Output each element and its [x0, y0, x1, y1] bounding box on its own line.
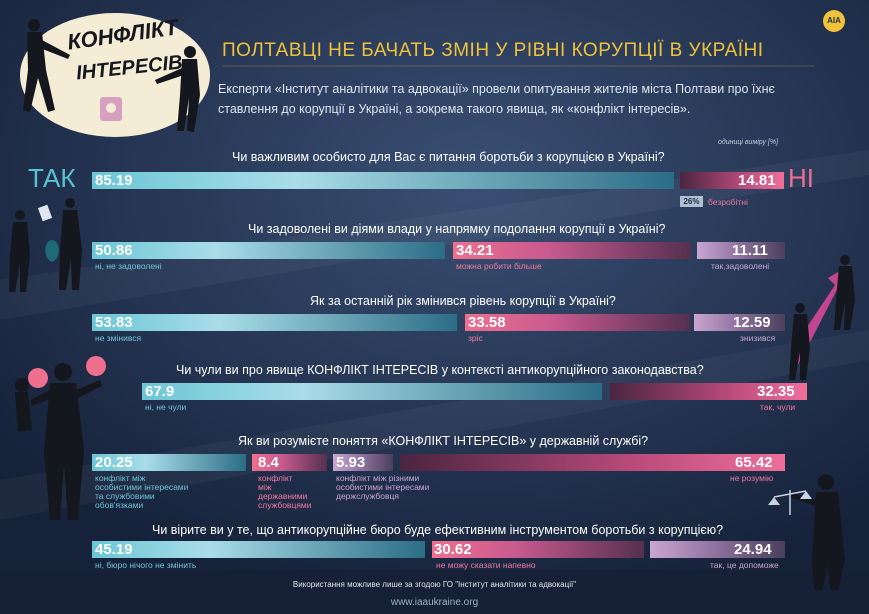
growth-arrow-icon — [789, 255, 855, 380]
question-6: Чи вірите ви у те, що антикорупційне бюр… — [152, 523, 724, 537]
question-2: Чи задоволені ви діями влади у напрямку … — [248, 222, 666, 236]
q6-label-2: не можу сказати напевно — [436, 560, 536, 570]
question-3: Як за останній рік змінився рівень коруп… — [310, 294, 616, 308]
q5-label-2-line: конфлікт — [258, 473, 293, 483]
q5-value-4: 65.42 — [735, 454, 773, 471]
q6-value-2: 30.62 — [434, 541, 472, 558]
q5-label-2-line: державними — [258, 491, 308, 501]
q3-value-2: 33.58 — [468, 314, 506, 331]
q6-bar-2 — [432, 541, 644, 558]
q2-bar-2 — [453, 242, 691, 259]
q5-value-1: 20.25 — [95, 454, 133, 471]
q6-label-3: так, це допоможе — [710, 560, 779, 570]
q5-label-3-line: особистими інтересами — [336, 482, 430, 492]
q5-label-1-line: конфлікт між — [95, 473, 146, 483]
q3-bar-2 — [465, 314, 690, 331]
q5-label-3-line: конфлікт між різними — [336, 473, 420, 483]
q1-no-bar — [680, 172, 784, 189]
coat-of-arms-icon — [100, 97, 122, 121]
q3-bar-1 — [92, 314, 457, 331]
q5-label-1-line: та службовими — [95, 491, 155, 501]
q2-label-3: так,задоволені — [711, 261, 770, 271]
footer-url[interactable]: www.iaaukraine.org — [390, 597, 479, 608]
q6-bar-3 — [650, 541, 785, 558]
units-note: одиниці виміру [%] — [718, 139, 779, 146]
q3-bar-3 — [694, 314, 785, 331]
q5-bar-2 — [252, 454, 327, 471]
q6-bar-1 — [92, 541, 425, 558]
q5-value-3: 5.93 — [336, 454, 366, 471]
q4-value-1: 67.9 — [145, 383, 175, 400]
q5-bar-4 — [400, 454, 785, 471]
intro-text: Експерти «Інститут аналітики та адвокаці… — [218, 82, 775, 116]
q5-label-2-line: службовцями — [258, 500, 312, 510]
q5-label-1: конфлікт між особистими інтересами та сл… — [95, 474, 188, 510]
q2-label-2: можна робити більше — [456, 261, 542, 271]
q2-bar-3 — [697, 242, 785, 259]
yes-label: ТАК — [28, 163, 76, 193]
q2-value-1: 50.86 — [95, 242, 133, 259]
bribe-figures-icon — [9, 198, 82, 292]
q1-sub-label: безробітні — [708, 197, 748, 207]
q1-yes-value: 85.19 — [95, 172, 133, 189]
q4-bar-2 — [610, 383, 807, 400]
q5-label-2-line: між — [258, 482, 272, 492]
q3-value-1: 53.83 — [95, 314, 133, 331]
q5-bar-1 — [92, 454, 246, 471]
q6-value-1: 45.19 — [95, 541, 133, 558]
q3-label-2: зріс — [468, 333, 483, 343]
q4-bar-1 — [142, 383, 602, 400]
q5-value-2: 8.4 — [258, 454, 279, 471]
q3-value-3: 12.59 — [733, 314, 771, 331]
q5-label-3: конфлікт між різними особистими інтереса… — [336, 474, 429, 501]
q5-bar-3 — [333, 454, 393, 471]
q1-sub-percent: 26% — [680, 196, 703, 207]
q2-value-2: 34.21 — [456, 242, 494, 259]
page-title: ПОЛТАВЦІ НЕ БАЧАТЬ ЗМІН У РІВНІ КОРУПЦІЇ… — [222, 40, 764, 61]
question-4: Чи чули ви про явище КОНФЛІКТ ІНТЕРЕСІВ … — [176, 363, 704, 377]
q3-label-3: знизився — [740, 333, 776, 343]
q5-label-3-line: держслужбовця — [336, 491, 400, 501]
question-1: Чи важливим особисто для Вас є питання б… — [232, 150, 665, 164]
no-label: НІ — [788, 163, 814, 193]
q1-yes-bar — [92, 172, 674, 189]
q2-value-3: 11.11 — [732, 242, 768, 259]
q5-label-2: конфлікт між державними службовцями — [258, 474, 312, 510]
q5-label-1-line: особистими інтересами — [95, 482, 189, 492]
q6-value-3: 24.94 — [734, 541, 772, 558]
tug-figures-icon — [23, 19, 200, 132]
q4-label-2: так, чули — [760, 402, 796, 412]
official-figure-icon — [15, 356, 106, 520]
q5-label-1-line: обов'язками — [95, 500, 144, 510]
judge-scales-icon — [768, 474, 845, 590]
q6-label-1: ні, бюро нічого не змінить — [95, 560, 197, 570]
brand-badge: АІА — [823, 10, 845, 32]
q2-bar-1 — [92, 242, 445, 259]
q3-label-1: не змінився — [95, 333, 142, 343]
q5-label-4: не розумію — [730, 473, 774, 483]
q4-label-1: ні, не чули — [145, 402, 187, 412]
question-5: Як ви розумієте поняття «КОНФЛІКТ ІНТЕРЕ… — [238, 434, 649, 448]
q4-value-2: 32.35 — [757, 383, 795, 400]
footer-note: Використання можливе лише за згодою ГО "… — [292, 580, 577, 589]
q1-no-value: 14.81 — [738, 172, 776, 189]
logo-ellipse — [20, 13, 210, 137]
q2-label-1: ні, не задоволені — [95, 261, 162, 271]
